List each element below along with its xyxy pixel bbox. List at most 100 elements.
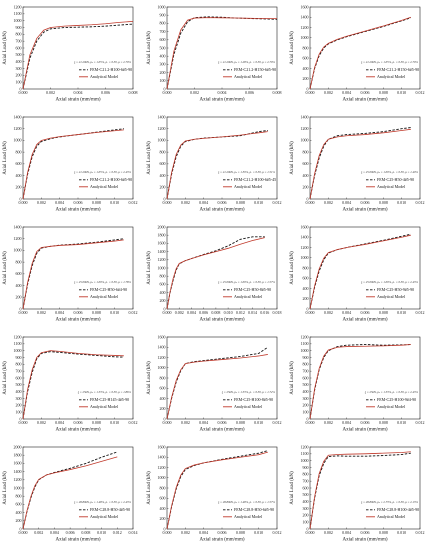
y-tick-label: 200	[16, 518, 22, 523]
y-tick-label: 100	[16, 409, 22, 414]
x-tick-label: 0.002	[324, 90, 333, 95]
x-tick-label: 0.006	[245, 90, 254, 95]
y-tick-label: 1600	[301, 224, 309, 229]
y-tick-label: 0	[307, 526, 309, 531]
y-tick-label: 1000	[301, 138, 309, 143]
x-tick-label: 0.006	[361, 420, 370, 425]
x-tick-label: 0.004	[55, 420, 64, 425]
chart-panel-9: 0.000 0.002 0.004 0.006 0.008 0.010 0.012 0 200 4…	[290, 224, 425, 322]
x-tick-label: 0.010	[397, 530, 406, 535]
y-axis-label: Axial Load (kN)	[147, 251, 152, 285]
y-tick-label: 0	[20, 86, 22, 91]
y-tick-label: 600	[16, 375, 22, 380]
y-tick-label: 1400	[14, 114, 22, 119]
x-tick-label: 0.012	[129, 200, 138, 205]
y-tick-label: 0	[307, 416, 309, 421]
y-axis-label: Axial Load (kN)	[290, 31, 295, 65]
parameter-annotation: ξ = 25.00kN, ρₛ = 1.00%, ρᵥ = 0.30, μ = …	[74, 279, 132, 285]
y-tick-label: 400	[303, 173, 309, 178]
fem-series-line	[22, 128, 124, 200]
y-tick-label: 200	[16, 295, 22, 300]
y-axis-label: Axial Load (kN)	[147, 31, 152, 65]
y-tick-label: 1000	[301, 458, 309, 463]
y-tick-label: 800	[303, 45, 309, 50]
x-tick-label: 0.002	[37, 420, 46, 425]
parameter-annotation: ξ = 21.20kN, ρₛ = 1.05%, ρᵥ = 0.30, μ = …	[74, 59, 132, 65]
x-axis-label: Axial strain (mm/mm)	[56, 538, 101, 543]
y-tick-label: 1000	[157, 475, 165, 480]
y-tick-label: 300	[159, 62, 165, 67]
x-axis-label: Axial strain (mm/mm)	[199, 318, 244, 323]
y-tick-label: 1200	[157, 257, 165, 262]
x-tick-label: 0.012	[129, 420, 138, 425]
y-tick-label: 1800	[14, 453, 22, 458]
fem-series-line	[309, 17, 412, 90]
x-tick-label: 0.004	[199, 530, 208, 535]
y-tick-label: 1000	[157, 365, 165, 370]
y-tick-label: 1400	[301, 235, 309, 240]
y-tick-label: 800	[16, 149, 22, 154]
chart-panel-13: 0.000 0.002 0.004 0.006 0.008 0.010 0.012 0.014…	[3, 444, 138, 543]
analytical-series-line	[309, 344, 412, 420]
y-axis-label: Axial Load (kN)	[290, 471, 295, 505]
fem-series-line	[309, 127, 412, 200]
y-tick-label: 800	[16, 362, 22, 367]
y-tick-label: 200	[303, 296, 309, 301]
legend-label: FEM-C25-H100-9#4-90	[377, 397, 416, 402]
y-tick-label: 1000	[301, 348, 309, 353]
x-tick-label: 0.008	[92, 310, 101, 315]
x-tick-label: 0.002	[174, 310, 183, 315]
y-tick-label: 200	[159, 70, 165, 75]
legend-label: FEM-C21.2-H100-6#5-90	[90, 177, 132, 182]
x-tick-label: 0.012	[416, 420, 425, 425]
y-tick-label: 300	[303, 396, 309, 401]
x-tick-label: 0.000	[19, 200, 28, 205]
y-tick-label: 0	[163, 306, 165, 311]
parameter-annotation: ξ = 25kN, ρₛ = 1.53%, ρᵥ = 0.30, μ = 1.8…	[78, 389, 132, 395]
legend-label: FEM-C25-H50-6#4-90	[90, 287, 127, 292]
x-tick-label: 0.006	[217, 420, 226, 425]
y-tick-label: 0	[20, 196, 22, 201]
x-tick-label: 0.008	[379, 90, 388, 95]
chart-panel-15: 0.000 0.002 0.004 0.006 0.008 0.010 0.012 0 1002…	[290, 444, 425, 542]
x-tick-label: 0.014	[248, 310, 257, 315]
y-tick-label: 900	[303, 465, 309, 470]
x-tick-label: 0.004	[342, 420, 351, 425]
x-tick-label: 0.008	[235, 530, 244, 535]
chart-panel-2: 0.000 0.002 0.004 0.006 0.008 0 100 200 300 400 50…	[147, 4, 282, 102]
chart-panel-14: 0.000 0.002 0.004 0.006 0.008 0.010 0.012 0 200 4…	[147, 444, 282, 543]
y-tick-label: 200	[16, 73, 22, 78]
x-axis-label: Axial strain (mm/mm)	[199, 538, 244, 543]
analytical-series-line	[166, 451, 268, 530]
y-tick-label: 400	[16, 510, 22, 515]
y-tick-label: 1200	[301, 25, 309, 30]
y-tick-label: 500	[303, 382, 309, 387]
x-tick-label: 0.008	[92, 420, 101, 425]
chart-panel-7: 0.000 0.002 0.004 0.006 0.008 0.010 0.012 0 200 4…	[3, 224, 138, 322]
y-tick-label: 1600	[157, 334, 165, 339]
x-tick-label: 0.010	[397, 420, 406, 425]
legend-label: Analytical Model	[90, 404, 119, 409]
parameter-annotation: ξ = 21.20kN, ρₛ = 1.05%, ρᵥ = 0.30, μ = …	[361, 59, 419, 65]
x-axis-label: Axial strain (mm/mm)	[56, 428, 101, 433]
parameter-annotation: ξ = 21.20kN, ρₛ = 1.28%, ρᵥ = 0.30, μ = …	[218, 59, 276, 65]
legend-label: Analytical Model	[377, 514, 406, 519]
y-axis-label: Axial Load (kN)	[3, 141, 8, 175]
x-tick-label: 0.004	[55, 310, 64, 315]
x-axis-label: Axial strain (mm/mm)	[56, 98, 101, 103]
analytical-series-line	[309, 451, 412, 530]
chart-panel-4: 0.000 0.002 0.004 0.006 0.008 0.010 0.012 0 200 4…	[3, 114, 138, 212]
chart-panel-8: 0.000 0.002 0.004 0.006 0.008 0.010 0.012 0.014…	[147, 224, 282, 323]
y-tick-label: 400	[16, 283, 22, 288]
y-tick-label: 1400	[301, 114, 309, 119]
y-axis-label: Axial Load (kN)	[3, 31, 8, 65]
x-tick-label: 0.008	[272, 90, 281, 95]
legend-label: Analytical Model	[234, 74, 263, 79]
x-tick-label: 0.006	[361, 310, 370, 315]
x-tick-label: 0.002	[34, 530, 43, 535]
y-tick-label: 1200	[301, 334, 309, 339]
legend-label: Analytical Model	[90, 514, 119, 519]
y-tick-label: 1200	[301, 444, 309, 449]
y-tick-label: 100	[159, 78, 165, 83]
y-tick-label: 1200	[301, 245, 309, 250]
